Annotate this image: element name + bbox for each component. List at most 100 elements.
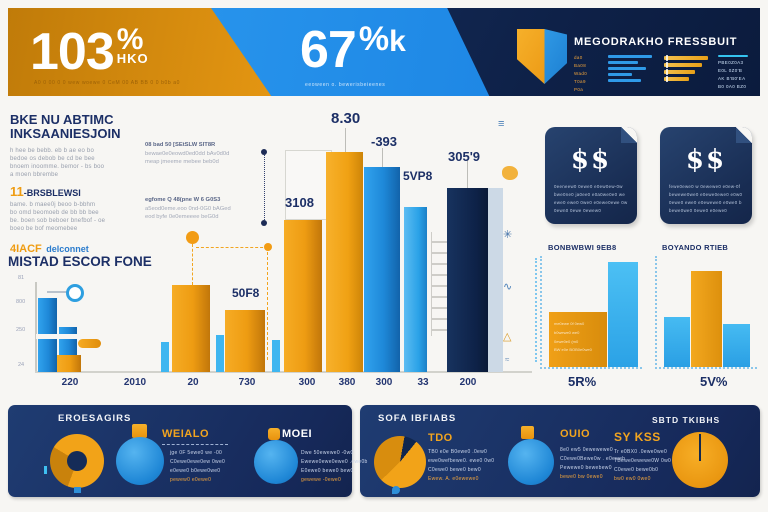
stat-value: 67 (300, 21, 357, 79)
mini-bar-orange (57, 355, 81, 372)
mini-chart-gap-stripe (36, 334, 80, 339)
mini-chart-pct: 5V% (700, 374, 728, 389)
connector-dot-bottom (261, 220, 267, 226)
x-tick: 33 (417, 377, 429, 388)
stat-103-percent: 103 % HKO (30, 23, 149, 81)
scribble-icon: ∿ (503, 281, 513, 293)
blue-circle-pin-icon (254, 440, 298, 484)
card-text-line: bewewe0we0 e0ewe0ewe0 e0w0 (669, 192, 743, 197)
footer-heading-tdo: TDO (428, 432, 453, 444)
legend-row: P0a (574, 87, 584, 92)
percent-sign: % (358, 20, 390, 58)
main-bar-3 (284, 220, 322, 372)
dollar-card-1: $$ 0eeneew0 0ewe0 e0ew0ew-0w bwe0ne0 ja0… (545, 127, 637, 224)
circle-marker (66, 284, 84, 302)
narrow-bar (216, 335, 224, 372)
blue-drop-mark (392, 486, 400, 494)
section-heading-3: 4IACF delconnet (10, 239, 89, 257)
scribble-icon: △ (503, 331, 512, 343)
annotation-group-1: 08 bad 50 [SEtSLW SIT8R bewae0e0eowd0ed0… (145, 142, 230, 166)
footer-text-3: Dwe 50ewewe0 -0w0 Ewewe0ewe0ewe0 .ewe0b … (301, 450, 368, 483)
bar-value-label: 305'9 (448, 149, 481, 164)
heading-line: BKE NU ABTIMC (10, 112, 114, 127)
stat2-caption: eeoween o. bewerisbeieenes (305, 82, 386, 88)
mini-chart-frame (655, 256, 757, 369)
main-bar-4 (326, 152, 363, 372)
y-tick: 24 (18, 362, 25, 368)
mini3-bar-blue-2 (723, 324, 750, 367)
paragraph-1: h hee be bebb. eb b ae eo bo bedoe os deb… (10, 148, 105, 179)
y-tick: 81 (18, 275, 25, 281)
annotation-group-2: egfome Q 48(pne W 6 G0S3 a5eod0eme.eoo 0… (145, 197, 231, 221)
footer-text-5: 8e0 ew5 0ewewewe0 C0ewe0Bewe0w . e0eweb … (560, 447, 626, 480)
heading-rest: -BRSBLEWSI (23, 188, 81, 198)
orange-dashed-vertical-1 (192, 244, 193, 285)
section-heading-1: BKE NU ABTIMC INKSAANIESJOIN (10, 112, 121, 142)
marker-connector-line (47, 291, 69, 293)
cyan-dotted-divider (535, 258, 537, 362)
footer-title-2: SOFA IBFIABS (378, 413, 457, 424)
stat-value: 103 (30, 23, 115, 81)
footer-heading-weialo: WEIALO (162, 428, 209, 440)
orange-capsule-marker (78, 339, 101, 348)
stat1-caption: A0 0 00 0 0 wew woewe 0 CeM 00 AB BB 0 0… (34, 80, 181, 86)
narrow-bar (161, 342, 169, 372)
heading-line: INKSAANIESJOIN (10, 126, 121, 142)
paragraph-2: bame. b maee0j beoo b-bbhm bo omd beomoeb… (10, 202, 106, 233)
x-tick: 220 (61, 377, 79, 388)
legend-right-column: PBE0Z0A3 E0L 0Z0'B AK B'B0'EA B0 0A0 BZ0 (718, 55, 760, 92)
narrow-bar (272, 340, 280, 372)
x-tick: 200 (459, 377, 477, 388)
mini3-bar-blue-1 (664, 317, 690, 367)
x-tick: 300 (298, 377, 316, 388)
footer-text-6: Tr e0BX0 .0ewe0we0 TBewe0ewewe0W 0w0 C0e… (614, 449, 672, 482)
legend-row: B0 0A0 BZ0 (718, 84, 747, 89)
card-text-line: 0ewn0 0ewe 0ewew0 (554, 208, 602, 213)
mini-chart-y-axis (35, 282, 37, 371)
scribble-icon: ≈ (505, 355, 510, 364)
card-text-line: bwe0ne0 ja0ee0 e0a0we0e0 we (554, 192, 626, 197)
report-legend: da0 Ba08 Wad0 T0a9 P0a PBE0Z (574, 55, 760, 92)
top-banner-strip: 103 % HKO A0 0 00 0 0 wew woewe 0 CeM 00… (8, 8, 760, 96)
mini-chart-frame (540, 256, 642, 369)
percent-sign: % (116, 23, 144, 56)
measure-line (467, 160, 468, 188)
bar-value-label: 5VP8 (403, 169, 433, 183)
main-bar-chart (161, 152, 488, 372)
legend-row: T0a9 (574, 79, 586, 84)
bar-value-label: 3108 (285, 195, 314, 210)
heading-number: 11 (10, 184, 24, 199)
mini-chart-title: BONBWBWI 9EB8 (548, 243, 617, 252)
measure-line (382, 148, 383, 167)
bar-value-label: 8.30 (331, 110, 361, 127)
legend-row: AK B'B0'EA (718, 76, 746, 81)
y-tick: 250 (16, 327, 26, 333)
x-tick: 20 (187, 377, 199, 388)
mini2-bar-blue (608, 262, 638, 367)
legend-row: E0L 0Z0'B (718, 68, 743, 73)
orange-marker-dot-small (264, 243, 272, 251)
scribble-icon: ✳ (503, 229, 513, 241)
pie-chart-icon (374, 436, 426, 488)
pie-radius-line (699, 434, 701, 461)
card-text-line: 0eeneew0 0ewe0 e0ew0ew-0w (554, 184, 623, 189)
heading-orange-part: 4IACF (10, 243, 42, 255)
blue-square-mark (74, 487, 81, 493)
main-bar-6 (404, 207, 427, 372)
footer-title-3: SBTD TKIBHS (652, 415, 721, 425)
dotted-connector-line (264, 155, 265, 222)
dollar-card-2: $$ fewe0ewe0 w 0ewewe0 e0ew-0f bewewe0we… (660, 127, 752, 224)
legend-row: PBE0Z0A3 (718, 60, 744, 65)
legend-row: Ba08 (574, 63, 587, 68)
pin-cap-icon (521, 426, 534, 439)
card-text-line: bewe0we0 0ewe0 e0ewe0 (669, 208, 728, 213)
card-text-line: 0ewe0 ewe0 e0ewewe0 e0we0 b (669, 200, 742, 205)
legend-text-column: da0 Ba08 Wad0 T0a9 P0a (574, 55, 600, 92)
footer-heading-sykss: SY KSS (614, 430, 661, 444)
donut-chart-icon (50, 434, 104, 488)
card-text-line: fewe0ewe0 w 0ewewe0 e0ew-0f (669, 184, 741, 189)
stat-sub-label: k (389, 24, 406, 58)
orange-blob-icon (502, 166, 518, 180)
legend-row: Wad0 (574, 71, 588, 76)
